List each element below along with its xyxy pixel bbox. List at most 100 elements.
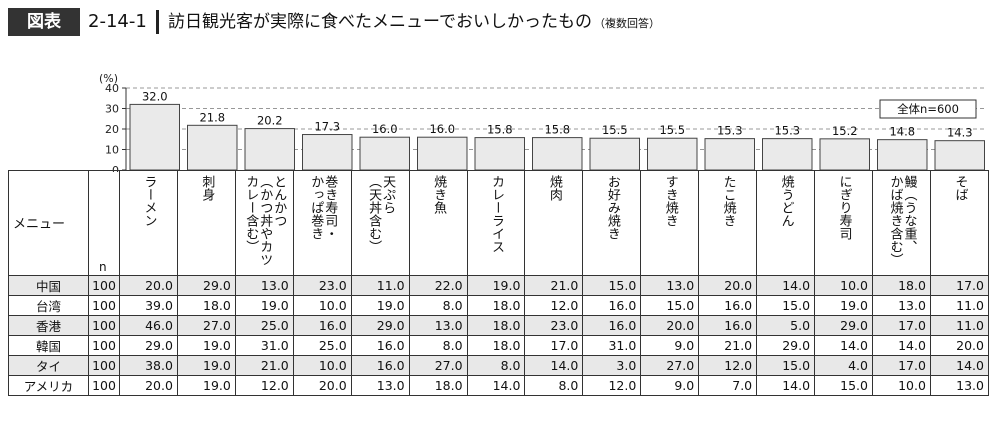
value-cell: 18.0 bbox=[408, 375, 468, 396]
value-cell: 14.0 bbox=[756, 275, 816, 296]
value-cell: 9.0 bbox=[640, 375, 700, 396]
value-cell: 20.0 bbox=[119, 275, 178, 296]
menu-header-4: 天ぷら （天丼含む） bbox=[350, 170, 410, 276]
value-cell: 19.0 bbox=[176, 375, 236, 396]
value-cell: 14.0 bbox=[466, 375, 526, 396]
value-cell: 19.0 bbox=[176, 355, 236, 376]
value-cell: 20.0 bbox=[292, 375, 352, 396]
value-cell: 39.0 bbox=[119, 295, 178, 316]
value-cell: 12.0 bbox=[582, 375, 642, 396]
value-cell: 8.0 bbox=[408, 335, 468, 356]
menu-header-10: たこ焼き bbox=[698, 170, 758, 276]
value-cell: 46.0 bbox=[119, 315, 178, 336]
menu-name-line: 鰻（うな重、 bbox=[901, 175, 917, 253]
value-cell: 19.0 bbox=[814, 295, 873, 316]
table-row: 台湾 100 39.0 18.0 19.0 10.0 19.0 8.0 18.0 12.0 16.0… bbox=[8, 295, 990, 316]
menu-name-12: にぎり寿司 bbox=[837, 175, 852, 273]
value-cell: 4.0 bbox=[814, 355, 873, 376]
bar-value-label-7: 15.8 bbox=[544, 123, 570, 137]
bar-8 bbox=[589, 137, 640, 171]
value-cell: 3.0 bbox=[582, 355, 642, 376]
value-cell: 14.0 bbox=[524, 355, 584, 376]
menu-name-line: 刺身 bbox=[199, 175, 215, 201]
menu-name-line: 巻き寿司・ bbox=[322, 175, 338, 240]
menu-header-14: そば bbox=[929, 170, 990, 276]
value-cell: 29.0 bbox=[350, 315, 410, 336]
table-row: タイ 100 38.0 19.0 21.0 10.0 16.0 27.0 8.0 14.0 3.0 2… bbox=[8, 355, 990, 376]
menu-header-6: カレーライス bbox=[466, 170, 526, 276]
value-cell: 19.0 bbox=[234, 295, 294, 316]
country-cell: 韓国 bbox=[8, 335, 89, 356]
value-cell: 17.0 bbox=[524, 335, 584, 356]
table-row: 中国 100 20.0 29.0 13.0 23.0 11.0 22.0 19.0 21.0 15.… bbox=[8, 275, 990, 296]
legend-box bbox=[879, 99, 977, 119]
value-cell: 10.0 bbox=[292, 295, 352, 316]
menu-header-9: すき焼き bbox=[640, 170, 700, 276]
value-cell: 18.0 bbox=[176, 295, 236, 316]
menu-name-line: カレーライス bbox=[488, 175, 504, 253]
value-cell: 20.0 bbox=[929, 335, 990, 356]
value-cell: 29.0 bbox=[756, 335, 816, 356]
table-body: 中国 100 20.0 29.0 13.0 23.0 11.0 22.0 19.0 21.0 15.… bbox=[8, 275, 990, 396]
menu-name-8: お好み焼き bbox=[605, 175, 620, 273]
value-cell: 8.0 bbox=[524, 375, 584, 396]
menu-name-line: カレー含む） bbox=[243, 175, 259, 253]
bar-9 bbox=[647, 137, 698, 171]
menu-name-11: 焼うどん bbox=[779, 175, 794, 273]
menu-name-2: とんかつ （かつ丼やカツ カレー含む） bbox=[243, 175, 287, 273]
value-cell: 10.0 bbox=[814, 275, 873, 296]
value-cell: 27.0 bbox=[640, 355, 700, 376]
bar-value-label-3: 17.3 bbox=[314, 120, 340, 134]
menu-header-0: ラーメン bbox=[119, 170, 178, 276]
table-row: 韓国 100 29.0 19.0 31.0 25.0 16.0 8.0 18.0 17.0 31.0… bbox=[8, 335, 990, 356]
value-cell: 15.0 bbox=[756, 295, 816, 316]
value-cell: 23.0 bbox=[292, 275, 352, 296]
menu-header-1: 刺身 bbox=[176, 170, 236, 276]
chart-subtitle: （複数回答） bbox=[593, 17, 660, 30]
bar-value-label-1: 21.8 bbox=[199, 110, 225, 124]
value-cell: 15.0 bbox=[756, 355, 816, 376]
legend-label: 全体n=600 bbox=[897, 102, 959, 116]
menu-name-line: とんかつ bbox=[271, 175, 287, 227]
menu-name-line: そば bbox=[952, 175, 968, 201]
menu-name-line: （天丼含む） bbox=[366, 175, 382, 253]
figure-badge: 図表 bbox=[8, 8, 80, 36]
value-cell: 18.0 bbox=[466, 335, 526, 356]
n-cell: 100 bbox=[88, 295, 120, 316]
bar-value-label-14: 14.3 bbox=[947, 126, 973, 140]
value-cell: 14.0 bbox=[871, 335, 931, 356]
menu-name-line: ラーメン bbox=[141, 175, 157, 227]
y-tick-label-0: 0 bbox=[112, 164, 119, 172]
value-cell: 16.0 bbox=[582, 295, 642, 316]
value-cell: 21.0 bbox=[524, 275, 584, 296]
bar-value-label-12: 15.2 bbox=[832, 124, 858, 138]
value-cell: 8.0 bbox=[408, 295, 468, 316]
value-cell: 31.0 bbox=[234, 335, 294, 356]
y-axis-label: (%) bbox=[99, 72, 118, 85]
value-cell: 7.0 bbox=[698, 375, 758, 396]
value-cell: 29.0 bbox=[119, 335, 178, 356]
bar-13 bbox=[877, 139, 928, 171]
bar-value-label-6: 15.8 bbox=[487, 123, 513, 137]
value-cell: 15.0 bbox=[814, 375, 873, 396]
bar-value-label-2: 20.2 bbox=[257, 114, 283, 128]
value-cell: 20.0 bbox=[640, 315, 700, 336]
value-cell: 25.0 bbox=[292, 335, 352, 356]
menu-name-0: ラーメン bbox=[141, 175, 157, 273]
menu-name-6: カレーライス bbox=[488, 175, 504, 273]
bar-value-label-13: 14.8 bbox=[889, 125, 915, 139]
chart-title: 訪日観光客が実際に食べたメニューでおいしかったもの （複数回答） bbox=[168, 8, 660, 36]
menu-header-5: 焼き魚 bbox=[408, 170, 468, 276]
bar-0 bbox=[129, 103, 180, 171]
menu-name-9: すき焼き bbox=[663, 175, 678, 273]
menu-header-2: とんかつ （かつ丼やカツ カレー含む） bbox=[234, 170, 294, 276]
menu-name-line: 焼肉 bbox=[546, 175, 562, 201]
chart-title-main: 訪日観光客が実際に食べたメニューでおいしかったもの bbox=[168, 12, 592, 32]
value-cell: 15.0 bbox=[640, 295, 700, 316]
value-cell: 11.0 bbox=[929, 295, 990, 316]
y-tick-label-4: 40 bbox=[105, 82, 119, 95]
table-header-row: メニュー n ラーメン 刺身 とんかつ （かつ丼やカツ カレー含む） 巻き寿司・ かっぱ巻き… bbox=[8, 170, 990, 276]
menu-header-8: お好み焼き bbox=[582, 170, 642, 276]
menu-name-1: 刺身 bbox=[199, 175, 215, 273]
menu-name-5: 焼き魚 bbox=[431, 175, 446, 273]
